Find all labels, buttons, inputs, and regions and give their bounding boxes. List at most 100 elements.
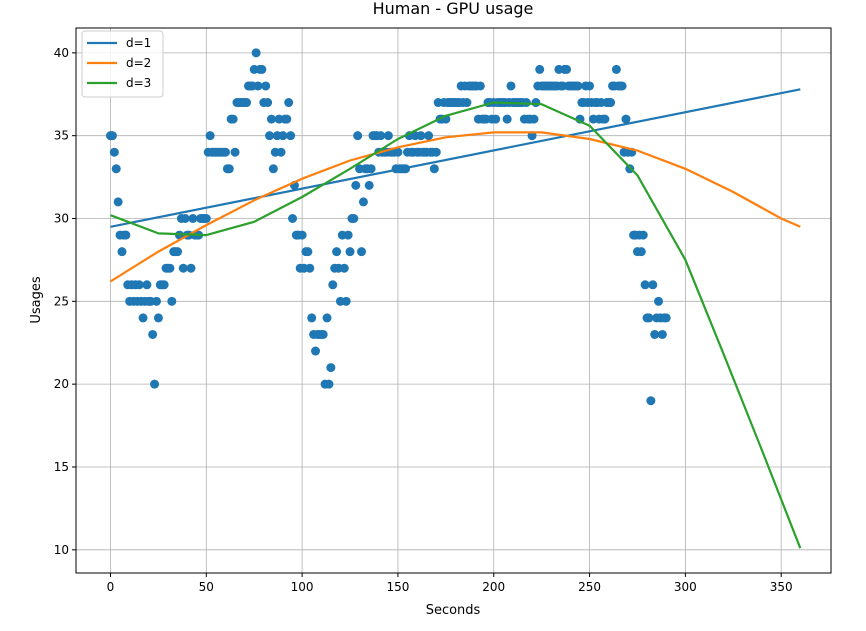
x-tick-label: 350 <box>770 580 793 594</box>
y-tick-label: 35 <box>54 129 69 143</box>
data-point <box>153 313 163 323</box>
data-point <box>376 131 386 141</box>
data-point <box>621 114 631 124</box>
data-point <box>142 280 152 290</box>
data-point <box>343 230 353 240</box>
data-point <box>151 296 161 306</box>
x-tick-label: 50 <box>199 580 214 594</box>
data-point <box>326 363 336 373</box>
data-point <box>502 114 512 124</box>
x-tick-label: 0 <box>107 580 115 594</box>
y-tick-label: 20 <box>54 377 69 391</box>
x-tick-label: 250 <box>578 580 601 594</box>
data-point <box>657 329 667 339</box>
data-point <box>393 147 403 157</box>
data-point <box>650 329 660 339</box>
scatter-points <box>105 48 671 406</box>
data-point <box>261 81 271 91</box>
data-point <box>600 114 610 124</box>
x-tick-label: 150 <box>386 580 409 594</box>
plot-frame <box>75 27 832 574</box>
data-point <box>134 280 144 290</box>
legend: d=1 d=2 d=3 <box>81 30 164 98</box>
data-point <box>648 280 658 290</box>
data-point <box>351 180 361 190</box>
data-point <box>573 81 583 91</box>
data-point <box>113 197 123 207</box>
data-point <box>462 98 472 108</box>
data-point <box>506 81 516 91</box>
data-point <box>242 98 252 108</box>
data-point <box>324 379 334 389</box>
y-tick-label: 40 <box>54 46 69 60</box>
data-point <box>165 263 175 273</box>
legend-label-d2: d=2 <box>126 56 151 70</box>
data-point <box>562 64 572 74</box>
data-point <box>322 313 332 323</box>
series-line-d2 <box>109 131 801 283</box>
x-tick-label: 300 <box>674 580 697 594</box>
y-tick-label: 15 <box>54 460 69 474</box>
data-point <box>284 98 294 108</box>
data-point <box>535 64 545 74</box>
data-point <box>328 280 338 290</box>
x-tick-label: 200 <box>482 580 505 594</box>
data-point <box>186 263 196 273</box>
data-point <box>305 263 315 273</box>
data-point <box>332 247 342 257</box>
y-axis-label: Usages <box>29 276 44 324</box>
data-point <box>416 131 426 141</box>
legend-label-d3: d=3 <box>126 76 151 90</box>
data-point <box>180 214 190 224</box>
data-point <box>201 214 211 224</box>
legend-box <box>81 30 164 98</box>
data-point <box>159 280 169 290</box>
data-point <box>150 379 160 389</box>
data-point <box>491 114 501 124</box>
data-point <box>383 131 393 141</box>
data-point <box>318 329 328 339</box>
data-point <box>257 64 267 74</box>
data-point <box>107 131 117 141</box>
data-point <box>173 247 183 257</box>
data-point <box>429 164 439 174</box>
data-point <box>167 296 177 306</box>
x-tick-label: 100 <box>291 580 314 594</box>
data-point <box>121 230 131 240</box>
data-point <box>205 131 215 141</box>
data-point <box>606 98 616 108</box>
fit-lines <box>109 88 802 549</box>
data-point <box>646 396 656 406</box>
data-point <box>358 197 368 207</box>
data-point <box>266 114 276 124</box>
series-line-d3 <box>110 101 802 549</box>
y-tick-label: 30 <box>54 212 69 226</box>
data-point <box>148 329 158 339</box>
x-axis-ticks: 0 50 100 150 200 250 300 350 <box>107 573 793 594</box>
data-point <box>278 131 288 141</box>
chart-title: Human - GPU usage <box>373 0 534 18</box>
data-point <box>297 230 307 240</box>
data-point <box>230 147 240 157</box>
data-point <box>529 114 539 124</box>
data-point <box>349 214 359 224</box>
data-point <box>644 313 654 323</box>
data-point <box>228 114 238 124</box>
data-point <box>188 214 198 224</box>
data-point <box>178 263 188 273</box>
data-point <box>531 98 541 108</box>
data-point <box>251 48 261 58</box>
data-point <box>611 64 621 74</box>
data-point <box>424 131 434 141</box>
data-point <box>268 164 278 174</box>
data-point <box>111 164 121 174</box>
data-point <box>617 81 627 91</box>
data-point <box>364 180 374 190</box>
series-line-d1 <box>110 88 801 228</box>
legend-label-d1: d=1 <box>126 36 151 50</box>
data-point <box>303 247 313 257</box>
data-point <box>339 263 349 273</box>
data-point <box>357 247 367 257</box>
data-point <box>654 296 664 306</box>
data-point <box>253 81 263 91</box>
